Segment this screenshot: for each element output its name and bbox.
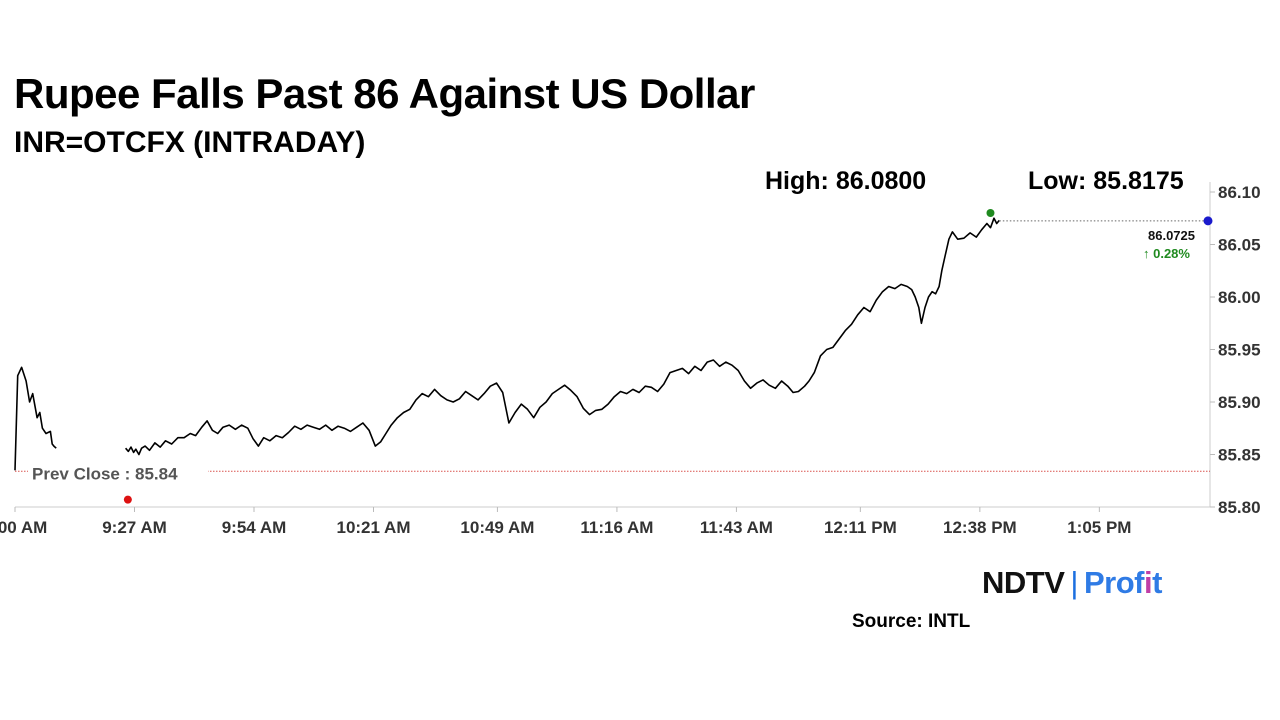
y-tick-label: 85.90 bbox=[1218, 393, 1261, 412]
prev-close-label: Prev Close : 85.84 bbox=[32, 464, 178, 483]
x-tick-label: 10:49 AM bbox=[460, 518, 534, 537]
last-price-dot bbox=[1203, 216, 1213, 226]
high-value-label: High: 86.0800 bbox=[765, 167, 927, 195]
y-tick-label: 86.05 bbox=[1218, 236, 1261, 255]
x-tick-label: 11:16 AM bbox=[580, 518, 653, 537]
price-line bbox=[14, 217, 1000, 471]
x-tick-label: 9:27 AM bbox=[102, 518, 167, 537]
x-tick-label: 11:43 AM bbox=[700, 518, 773, 537]
chart-subtitle: INR=OTCFX (INTRADAY) bbox=[14, 126, 366, 159]
x-tick-label: 12:38 PM bbox=[943, 518, 1017, 537]
change-percent-label: ↑ 0.28% bbox=[1143, 246, 1190, 261]
logo-ndtv-text: NDTV bbox=[982, 565, 1065, 600]
low-marker-dot bbox=[123, 495, 132, 504]
last-value-box bbox=[1143, 225, 1207, 266]
ndtv-profit-logo: NDTV | Profit bbox=[982, 565, 1162, 601]
x-tick-label: 9:00 AM bbox=[0, 518, 47, 537]
y-tick-label: 85.85 bbox=[1218, 446, 1261, 465]
high-marker-dot bbox=[986, 209, 995, 217]
y-tick-label: 86.10 bbox=[1218, 183, 1261, 202]
logo-profit-text-c: t bbox=[1152, 565, 1162, 600]
y-tick-label: 86.00 bbox=[1218, 288, 1261, 307]
x-tick-label: 1:05 PM bbox=[1067, 518, 1131, 537]
y-tick-label: 85.95 bbox=[1218, 341, 1261, 360]
logo-profit-text-a: Prof bbox=[1083, 565, 1145, 600]
chart-title: Rupee Falls Past 86 Against US Dollar bbox=[14, 70, 755, 117]
low-value-label: Low: 85.8175 bbox=[1028, 167, 1184, 195]
prev-close-label-bg bbox=[28, 458, 208, 483]
source-note: Source: INTL bbox=[852, 611, 971, 632]
y-tick-label: 85.80 bbox=[1218, 498, 1261, 517]
x-tick-label: 12:11 PM bbox=[824, 518, 897, 537]
x-tick-label: 9:54 AM bbox=[222, 518, 287, 537]
logo-separator: | bbox=[1070, 565, 1078, 600]
last-value-label: 86.0725 bbox=[1148, 228, 1195, 243]
logo-profit-text-b: i bbox=[1143, 565, 1153, 600]
x-tick-label: 10:21 AM bbox=[336, 518, 410, 537]
